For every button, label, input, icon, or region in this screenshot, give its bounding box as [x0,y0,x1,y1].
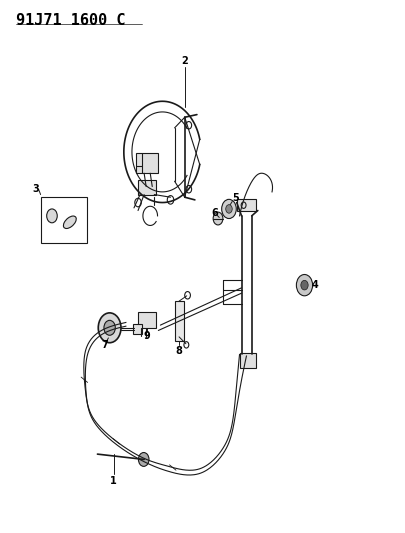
Circle shape [213,212,222,225]
Circle shape [47,209,57,223]
Text: 6: 6 [211,208,217,218]
Bar [174,301,183,341]
Text: 3: 3 [32,184,39,194]
Circle shape [98,313,121,343]
Bar [239,353,255,368]
Circle shape [296,274,312,296]
Bar [40,197,87,243]
Text: 9: 9 [143,331,150,341]
Ellipse shape [63,216,76,229]
Text: 2: 2 [181,56,188,66]
Circle shape [221,199,236,219]
Circle shape [225,205,232,213]
Circle shape [138,453,149,466]
Text: 8: 8 [175,346,182,356]
Text: 5: 5 [232,193,238,203]
Text: 91J71 1600 C: 91J71 1600 C [16,13,126,28]
Bar [138,180,156,195]
Circle shape [300,280,307,290]
Circle shape [104,320,115,335]
Bar [138,312,156,328]
Bar [136,153,158,173]
Text: 7: 7 [101,341,108,350]
Text: 1: 1 [110,476,117,486]
Bar [236,199,255,211]
Text: 4: 4 [311,280,317,290]
Bar [133,324,142,334]
